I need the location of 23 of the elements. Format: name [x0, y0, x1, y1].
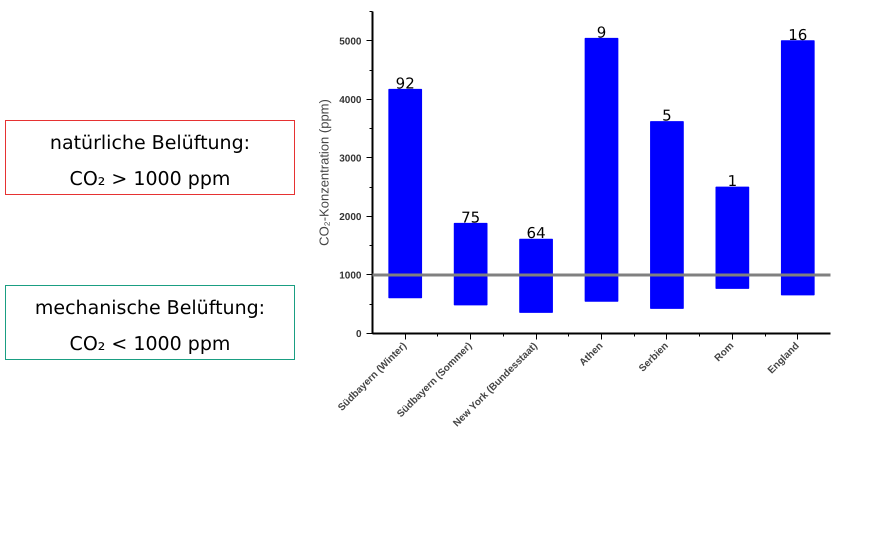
annotation: 64 — [526, 224, 546, 242]
text: mechanische Belüftung: CO₂ < 1000 ppm — [34, 296, 266, 357]
y-tick-label: 0 — [356, 329, 362, 340]
annotation: 1 — [728, 172, 738, 190]
bar — [454, 222, 488, 306]
annotation: 75 — [461, 208, 480, 226]
annotation: 16 — [788, 26, 808, 44]
bar — [780, 40, 815, 296]
y-tick-label: 3000 — [339, 153, 362, 164]
bar — [716, 186, 750, 289]
bar — [584, 38, 618, 302]
text: natürliche Belüftung: CO₂ > 1000 ppm — [50, 131, 250, 192]
bar — [388, 88, 422, 298]
bar — [519, 238, 553, 313]
annotation: 92 — [396, 74, 415, 92]
annotation: 5 — [662, 106, 672, 125]
annotation: 9 — [596, 23, 606, 42]
bar — [650, 121, 684, 309]
y-tick-label: 2000 — [339, 212, 362, 223]
y-tick-label: 4000 — [339, 94, 362, 106]
y-tick-label: 1000 — [339, 270, 362, 282]
y-tick-label: 5000 — [339, 36, 362, 48]
y-axis-title: CO₂-Konzentration (ppm) — [316, 99, 332, 246]
